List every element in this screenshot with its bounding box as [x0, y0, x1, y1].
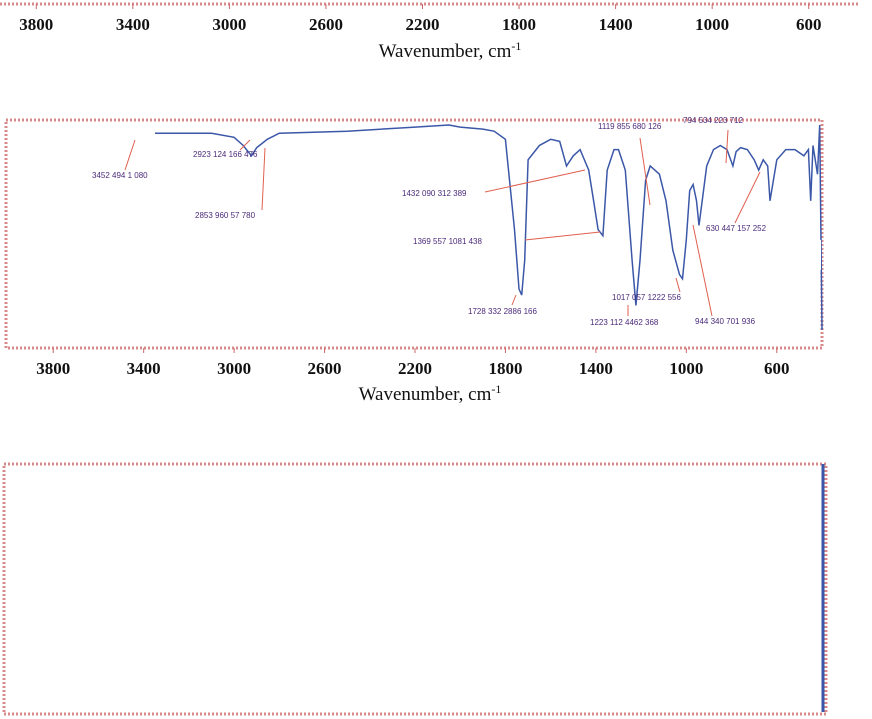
- spectrum-frame: [4, 118, 824, 350]
- x-tick-label: 3800: [19, 15, 53, 34]
- x-tick-label: 2200: [398, 359, 432, 378]
- peak-annotation: 1119 855 680 126: [598, 122, 662, 131]
- x-tick-label: 600: [764, 359, 790, 378]
- leader-line: [675, 277, 681, 293]
- spectrum-line: [155, 124, 823, 331]
- x-tick-label: 600: [796, 15, 822, 34]
- leader-line: [484, 169, 586, 193]
- peak-annotation: 1728 332 2886 166: [468, 307, 538, 316]
- x-axis-label: Wavenumber, cm-1: [359, 382, 502, 405]
- x-tick-label: 3400: [116, 15, 150, 34]
- x-tick-label: 1400: [579, 359, 613, 378]
- peak-annotation: 630 447 157 252: [706, 224, 767, 233]
- x-label-sup: -1: [491, 382, 501, 396]
- peak-annotation: 2853 960 57 780: [195, 211, 256, 220]
- label-mask: [735, 240, 821, 270]
- leader-line: [239, 139, 251, 151]
- leader-line: [524, 231, 601, 241]
- leader-line: [725, 129, 729, 164]
- peak-annotation: 794 534 223 712: [683, 116, 744, 125]
- peak-annotation: 1432 090 312 389: [402, 189, 467, 198]
- leader-line: [511, 294, 517, 306]
- peak-annotation: 1017 057 1222 556: [612, 293, 682, 302]
- leader-line: [639, 137, 651, 206]
- x-tick-label: 1800: [502, 15, 536, 34]
- x-tick-label: 1000: [669, 359, 703, 378]
- leader-line: [261, 147, 266, 211]
- x-tick-label: 3000: [217, 359, 251, 378]
- peak-annotation: 1369 557 1081 438: [413, 237, 483, 246]
- x-tick-label: 2200: [406, 15, 440, 34]
- peak-annotation: 944 340 701 936: [695, 317, 756, 326]
- x-tick-label: 1400: [599, 15, 633, 34]
- leader-line: [692, 224, 713, 317]
- x-tick-label: 3000: [212, 15, 246, 34]
- x-tick-label: 1800: [488, 359, 522, 378]
- x-tick-label: 2600: [308, 359, 342, 378]
- x-label-sup: -1: [511, 39, 521, 53]
- x-axis-label: Wavenumber, cm-1: [379, 39, 522, 62]
- peak-annotation: 2923 124 166 476: [193, 150, 258, 159]
- x-tick-label: 3800: [36, 359, 70, 378]
- x-tick-label: 3400: [127, 359, 161, 378]
- leader-line: [124, 139, 136, 171]
- x-tick-label: 2600: [309, 15, 343, 34]
- x-label-text: Wavenumber, cm: [359, 384, 492, 405]
- peak-annotation: 1223 112 4462 368: [590, 318, 659, 327]
- empty-panel-frame: [2, 462, 828, 716]
- peak-annotation: 3452 494 1 080: [92, 171, 148, 180]
- leader-line: [734, 171, 761, 224]
- x-tick-label: 1000: [695, 15, 729, 34]
- x-label-text: Wavenumber, cm: [379, 41, 512, 62]
